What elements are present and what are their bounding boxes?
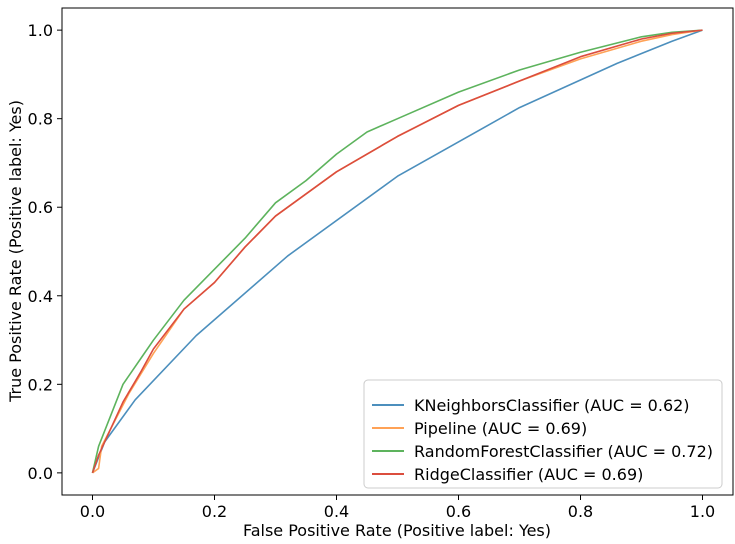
legend-entry: RidgeClassifier (AUC = 0.69) (414, 465, 643, 484)
legend-entry: Pipeline (AUC = 0.69) (414, 419, 587, 438)
y-tick-label: 0.6 (28, 198, 53, 217)
legend-entry: KNeighborsClassifier (AUC = 0.62) (414, 396, 690, 415)
roc-curve-0 (91, 29, 703, 474)
x-axis-ticks: 0.0 0.2 0.4 0.6 0.8 1.0 (80, 495, 715, 521)
x-tick-label: 0.4 (324, 502, 349, 521)
y-tick-label: 0.0 (28, 464, 53, 483)
legend-box (363, 379, 723, 489)
y-axis-ticks: 0.0 0.2 0.4 0.6 0.8 1.0 (28, 21, 62, 483)
roc-curves (91, 29, 703, 474)
roc-curve-2 (91, 29, 703, 474)
y-tick-label: 1.0 (28, 21, 53, 40)
y-tick-label: 0.4 (28, 287, 53, 306)
x-tick-label: 0.8 (568, 502, 593, 521)
x-tick-label: 0.6 (446, 502, 471, 521)
y-tick-label: 0.2 (28, 375, 53, 394)
legend: KNeighborsClassifier (AUC = 0.62) Pipelin… (363, 379, 723, 489)
x-axis-label: False Positive Rate (Positive label: Yes… (243, 521, 551, 540)
x-tick-label: 1.0 (690, 502, 715, 521)
x-tick-label: 0.2 (202, 502, 227, 521)
legend-entry: RandomForestClassifier (AUC = 0.72) (414, 442, 713, 461)
y-axis-label: True Positive Rate (Positive label: Yes) (6, 100, 25, 403)
x-tick-label: 0.0 (80, 502, 105, 521)
roc-curve-3 (91, 29, 703, 474)
y-tick-label: 0.8 (28, 110, 53, 129)
